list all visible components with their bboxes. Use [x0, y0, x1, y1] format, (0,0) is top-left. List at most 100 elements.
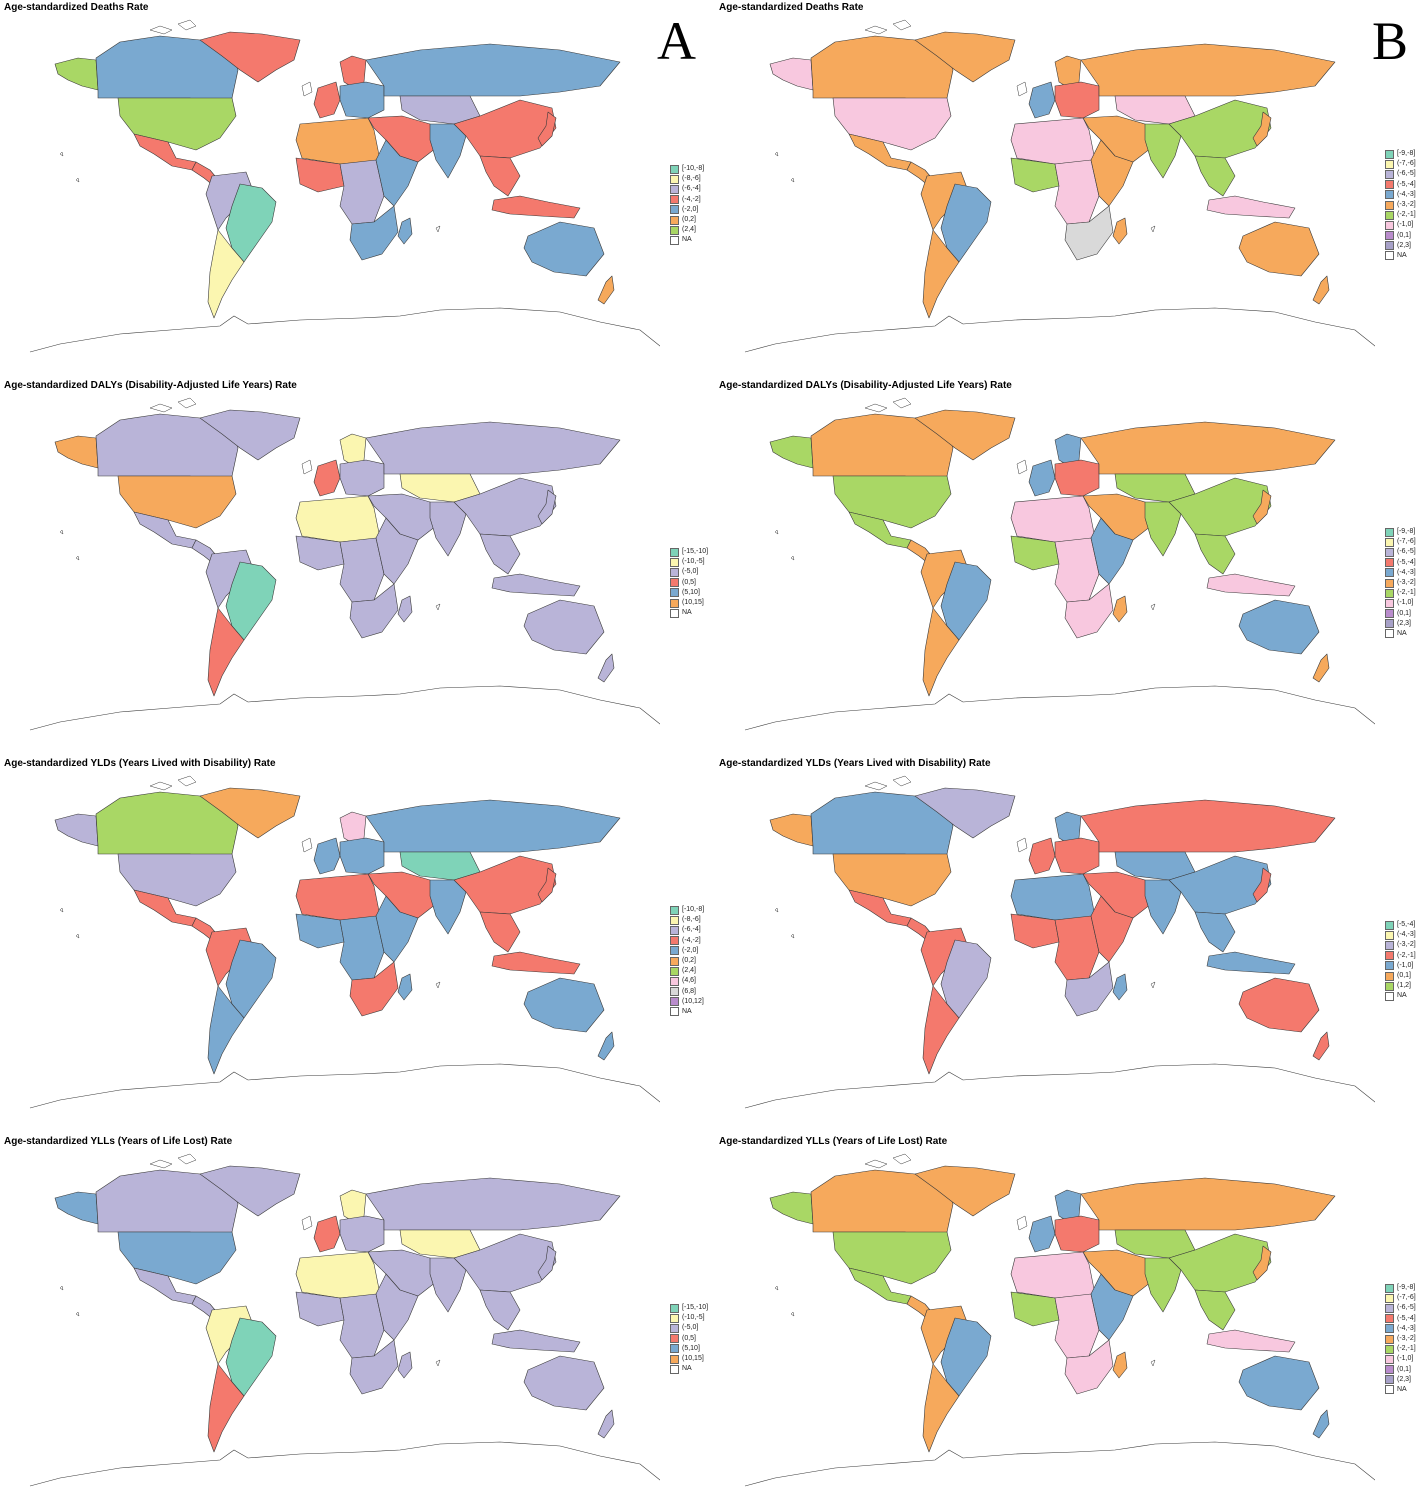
island-outline — [149, 781, 173, 791]
legend-label: NA — [682, 1365, 692, 1373]
map-title: Age-standardized DALYs (Disability-Adjus… — [4, 380, 297, 391]
region-eastern-europe — [1054, 837, 1100, 875]
legend-label: (-4,-3] — [1397, 568, 1416, 576]
region-southern-africa — [349, 583, 399, 639]
island-outline — [774, 1285, 779, 1291]
legend-label: [-9,-8] — [1397, 150, 1416, 158]
legend-swatch — [670, 557, 679, 567]
legend-label: (-2,-1] — [1397, 211, 1416, 219]
legend-item: (2,3] — [1385, 1375, 1416, 1385]
legend-label: (0,1] — [1397, 972, 1412, 980]
legend-item: [-9,-8] — [1385, 527, 1416, 537]
legend-swatch — [670, 225, 679, 235]
legend-label: (-2,-1] — [1397, 1345, 1416, 1353]
region-india — [429, 879, 467, 935]
region-eastern-europe — [339, 459, 385, 497]
legend-swatch — [1385, 251, 1394, 261]
region-new-zealand — [1312, 653, 1330, 683]
island-outline — [774, 529, 779, 535]
world-map — [29, 1153, 660, 1487]
legend-label: (-2,0] — [682, 946, 699, 954]
region-north-africa — [295, 873, 381, 921]
island-outline — [149, 1159, 173, 1169]
island-outline — [149, 403, 173, 413]
legend-item: (-4,-2] — [670, 195, 704, 205]
region-south-america-south — [207, 1363, 245, 1453]
legend-label: (-5,0] — [682, 568, 699, 576]
region-indonesia — [1206, 195, 1296, 219]
legend-item: (-6,-5] — [1385, 547, 1416, 557]
region-australia — [1238, 977, 1320, 1033]
island-outline — [864, 25, 888, 35]
region-north-africa — [295, 495, 381, 543]
world-map — [29, 775, 660, 1109]
legend-item: (-7,-6] — [1385, 159, 1416, 169]
region-west-africa — [295, 1291, 345, 1327]
legend-item: (-4,-3] — [1385, 1324, 1416, 1334]
legend-item: (2,3] — [1385, 619, 1416, 629]
legend-item: NA — [670, 1364, 708, 1374]
region-new-zealand — [597, 1031, 615, 1061]
region-india — [1144, 123, 1182, 179]
island-outline — [435, 981, 441, 989]
region-west-africa — [295, 535, 345, 571]
region-brazil — [940, 183, 992, 263]
legend-label: (1,2] — [1397, 982, 1412, 990]
legend-item: (-2,0] — [670, 946, 704, 956]
legend-label: (-4,-3] — [1397, 931, 1416, 939]
island-outline — [149, 25, 173, 35]
region-russia — [365, 421, 621, 475]
legend-label: NA — [1397, 629, 1407, 637]
island-outline — [864, 1159, 888, 1169]
region-brazil — [225, 183, 277, 263]
region-antarctica — [744, 1441, 1375, 1487]
region-north-africa — [1010, 495, 1096, 543]
legend-label: (-6,-4] — [682, 185, 701, 193]
region-madagascar — [397, 1351, 413, 1379]
map-title: Age-standardized YLLs (Years of Life Los… — [719, 1136, 948, 1147]
region-russia — [1080, 799, 1336, 853]
region-scandinavia — [339, 55, 367, 89]
legend-swatch — [670, 195, 679, 205]
region-japan — [1252, 111, 1272, 147]
legend-item: (-2,0] — [670, 205, 704, 215]
island-outline — [1150, 1359, 1156, 1367]
map-panel-b3: Age-standardized YLDs (Years Lived with … — [715, 756, 1416, 1126]
legend-swatch — [1385, 629, 1394, 639]
legend-swatch — [1385, 1283, 1394, 1293]
region-southern-africa — [349, 205, 399, 261]
region-japan — [1252, 489, 1272, 525]
island-outline — [301, 459, 313, 475]
region-southern-africa — [1064, 583, 1114, 639]
region-central-africa — [1054, 537, 1100, 603]
legend-label: (-1,0] — [1397, 221, 1414, 229]
region-india — [429, 501, 467, 557]
island-outline — [864, 781, 888, 791]
legend-swatch — [670, 925, 679, 935]
legend-item: (-1,0] — [1385, 598, 1416, 608]
legend-item: (2,4] — [670, 966, 704, 976]
region-east-africa — [1090, 139, 1134, 207]
legend-swatch — [1385, 1293, 1394, 1303]
legend-swatch — [1385, 200, 1394, 210]
region-russia — [365, 43, 621, 97]
legend-item: (-2,-1] — [1385, 210, 1416, 220]
region-east-africa — [375, 1273, 419, 1341]
legend-item: (0,1] — [1385, 971, 1416, 981]
legend-item: (-10,-5] — [670, 557, 708, 567]
region-indonesia — [491, 195, 581, 219]
map-legend: [-15,-10] (-10,-5] (-5,0] (0,5] (5,10] (10,15… — [670, 1303, 708, 1374]
map-legend: [-10,-8] (-8,-6] (-6,-4] (-4,-2] (-2,0] (0,2]… — [670, 905, 704, 1017]
legend-label: (-6,-5] — [1397, 548, 1416, 556]
island-outline — [864, 403, 888, 413]
island-outline — [1016, 81, 1028, 97]
legend-label: (-4,-2] — [682, 195, 701, 203]
island-outline — [75, 933, 80, 939]
island-outline — [1150, 225, 1156, 233]
island-outline — [177, 397, 197, 409]
legend-swatch — [1385, 940, 1394, 950]
region-australia — [1238, 599, 1320, 655]
legend-label: (10,12] — [682, 997, 704, 1005]
island-outline — [1016, 459, 1028, 475]
region-southern-africa — [1064, 961, 1114, 1017]
